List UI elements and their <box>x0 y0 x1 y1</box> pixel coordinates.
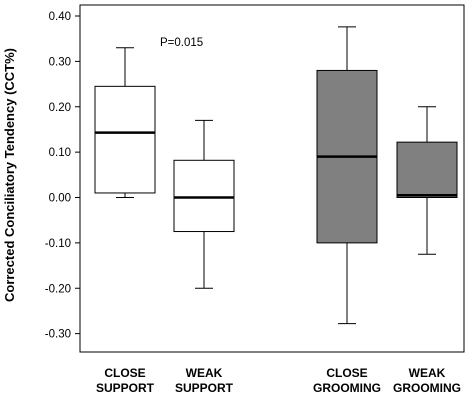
boxes <box>94 26 458 325</box>
box <box>396 141 458 198</box>
box <box>173 159 235 233</box>
box-group <box>94 47 156 198</box>
category-label: CLOSE <box>326 366 367 380</box>
y-tick-label: 0.40 <box>49 11 71 23</box>
y-tick-label: -0.30 <box>45 329 71 341</box>
y-axis: 0.40 0.30 0.20 0.10 0.00 -0.10 -0.20 -0.30 <box>45 11 80 341</box>
box <box>94 85 156 194</box>
y-tick-label: -0.20 <box>45 283 71 295</box>
y-tick-label: 0.00 <box>49 193 71 205</box>
category-label: SUPPORT <box>96 381 155 395</box>
box-group <box>316 26 378 325</box>
category-label: GROOMING <box>393 381 461 395</box>
category-label: CLOSE <box>104 366 145 380</box>
p-value-annotation: P=0.015 <box>160 37 203 49</box>
box-group <box>173 119 235 289</box>
y-axis-label: Corrected Conciliatory Tendency (CCT%) <box>2 48 17 302</box>
category-label: WEAK <box>186 366 223 380</box>
category-label: SUPPORT <box>175 381 234 395</box>
y-tick-label: -0.10 <box>45 238 71 250</box>
y-tick-label: 0.20 <box>49 102 71 114</box>
plot-frame <box>79 4 465 353</box>
category-label: GROOMING <box>313 381 381 395</box>
y-tick-label: 0.10 <box>49 147 71 159</box>
box-group <box>396 106 458 255</box>
x-axis-labels: CLOSESUPPORTWEAKSUPPORTCLOSEGROOMINGWEAK… <box>96 366 461 395</box>
y-tick-label: 0.30 <box>49 56 71 68</box>
category-label: WEAK <box>409 366 446 380</box>
